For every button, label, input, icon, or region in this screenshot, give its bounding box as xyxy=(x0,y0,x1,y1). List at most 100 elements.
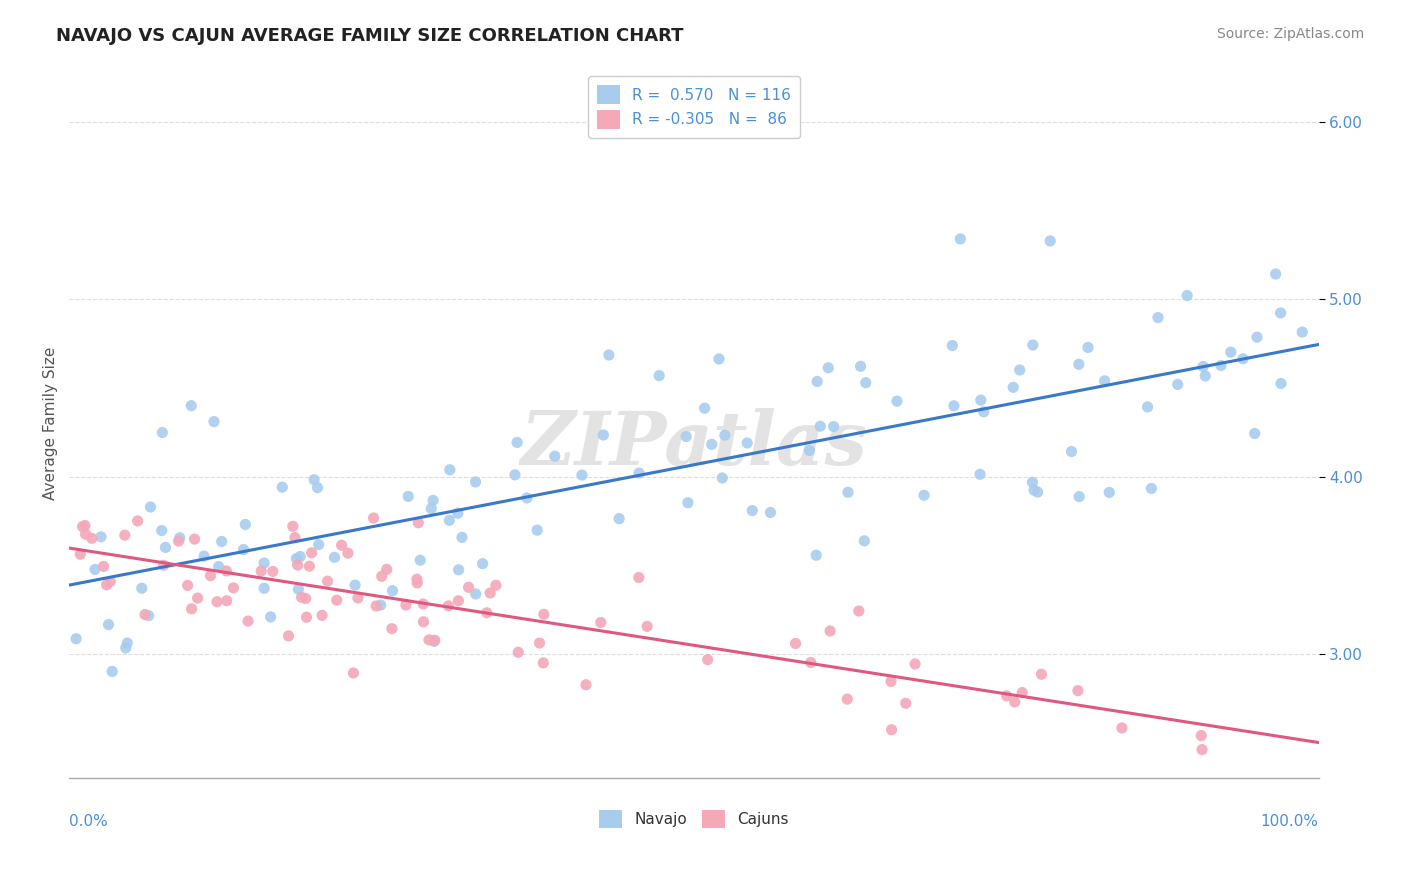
Point xyxy=(80,531,103,545)
Point xyxy=(529,636,551,650)
Text: Source: ZipAtlas.com: Source: ZipAtlas.com xyxy=(1216,27,1364,41)
Point xyxy=(288,549,311,564)
Point xyxy=(1067,683,1090,698)
Point xyxy=(139,500,162,514)
Point xyxy=(1147,310,1170,325)
Point xyxy=(396,489,419,503)
Point xyxy=(418,632,440,647)
Point xyxy=(941,338,963,352)
Point xyxy=(183,532,205,546)
Point xyxy=(1098,485,1121,500)
Point xyxy=(1140,482,1163,496)
Point xyxy=(84,562,107,576)
Point xyxy=(531,656,554,670)
Point xyxy=(323,550,346,565)
Point xyxy=(253,582,276,596)
Point xyxy=(894,696,917,710)
Point xyxy=(735,436,758,450)
Point xyxy=(853,533,876,548)
Point xyxy=(676,496,699,510)
Point xyxy=(215,564,238,578)
Point xyxy=(90,530,112,544)
Point xyxy=(117,636,139,650)
Point xyxy=(1243,426,1265,441)
Point xyxy=(849,359,872,374)
Point xyxy=(422,493,444,508)
Point xyxy=(330,538,353,552)
Point xyxy=(180,399,202,413)
Point xyxy=(277,629,299,643)
Point xyxy=(447,593,470,607)
Point xyxy=(1011,685,1033,699)
Point xyxy=(1022,483,1045,497)
Point xyxy=(325,593,347,607)
Point xyxy=(806,548,828,562)
Point xyxy=(837,692,859,706)
Point xyxy=(236,614,259,628)
Point xyxy=(298,559,321,574)
Point xyxy=(1060,444,1083,458)
Point xyxy=(406,575,429,590)
Text: 100.0%: 100.0% xyxy=(1261,814,1319,829)
Point xyxy=(285,551,308,566)
Point xyxy=(711,471,734,485)
Point xyxy=(370,569,392,583)
Text: NAVAJO VS CAJUN AVERAGE FAMILY SIZE CORRELATION CHART: NAVAJO VS CAJUN AVERAGE FAMILY SIZE CORR… xyxy=(56,27,683,45)
Point xyxy=(759,506,782,520)
Point xyxy=(366,599,388,613)
Point xyxy=(1194,368,1216,383)
Point xyxy=(307,481,329,495)
Point xyxy=(1232,351,1254,366)
Point xyxy=(262,565,284,579)
Point xyxy=(880,674,903,689)
Point xyxy=(69,547,91,561)
Point xyxy=(381,583,404,598)
Point xyxy=(696,653,718,667)
Point xyxy=(1209,359,1232,373)
Point xyxy=(1021,475,1043,490)
Point xyxy=(287,582,309,597)
Point xyxy=(344,578,367,592)
Point xyxy=(138,608,160,623)
Point xyxy=(575,678,598,692)
Point xyxy=(211,534,233,549)
Point xyxy=(1189,729,1212,743)
Point xyxy=(200,568,222,582)
Point xyxy=(167,534,190,549)
Legend: Navajo, Cajuns: Navajo, Cajuns xyxy=(593,804,794,834)
Text: ZIPatlas: ZIPatlas xyxy=(520,409,868,481)
Point xyxy=(451,530,474,544)
Point xyxy=(592,428,614,442)
Point xyxy=(837,485,859,500)
Point xyxy=(969,467,991,482)
Point xyxy=(544,449,567,463)
Point xyxy=(187,591,209,606)
Point xyxy=(72,519,94,533)
Point xyxy=(1167,377,1189,392)
Point xyxy=(284,531,307,545)
Point xyxy=(193,549,215,563)
Point xyxy=(942,399,965,413)
Point xyxy=(1219,345,1241,359)
Point xyxy=(1291,325,1313,339)
Point xyxy=(65,632,87,646)
Point xyxy=(215,593,238,607)
Point xyxy=(479,586,502,600)
Point xyxy=(295,610,318,624)
Point xyxy=(97,617,120,632)
Point xyxy=(1136,400,1159,414)
Point xyxy=(1008,363,1031,377)
Point xyxy=(1175,288,1198,302)
Point xyxy=(848,604,870,618)
Point xyxy=(363,511,385,525)
Point xyxy=(423,634,446,648)
Point xyxy=(232,542,254,557)
Point xyxy=(281,519,304,533)
Point xyxy=(409,553,432,567)
Text: 0.0%: 0.0% xyxy=(69,814,108,829)
Point xyxy=(150,524,173,538)
Y-axis label: Average Family Size: Average Family Size xyxy=(44,347,58,500)
Point xyxy=(503,467,526,482)
Point xyxy=(370,598,392,612)
Point xyxy=(1270,376,1292,391)
